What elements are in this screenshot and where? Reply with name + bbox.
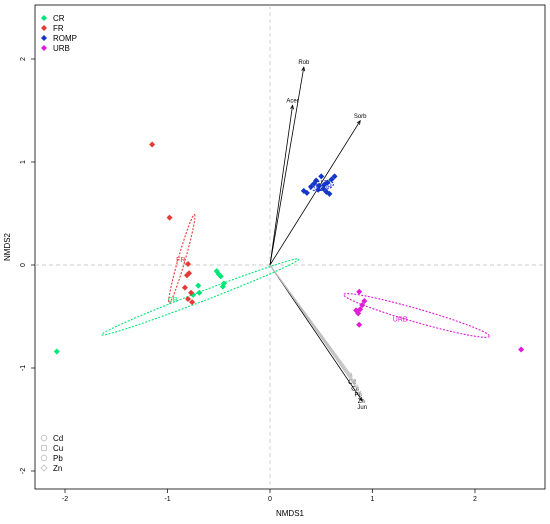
vector-jun — [269, 264, 363, 402]
legend-marker-pb — [40, 454, 48, 462]
point-romp — [331, 173, 338, 180]
point-urb — [359, 302, 366, 309]
legend-label-romp: ROMP — [53, 34, 77, 43]
point-cr — [195, 282, 202, 289]
legend-label-cu: Cu — [53, 444, 63, 453]
x-tick-label: 0 — [268, 496, 272, 503]
point-fr — [185, 295, 191, 302]
point-romp — [324, 179, 331, 186]
vector-label-cd: Cd — [348, 380, 356, 386]
x-tick-label: -1 — [164, 496, 170, 503]
legend-label-cd: Cd — [53, 434, 63, 443]
legend-label-pb: Pb — [53, 454, 63, 463]
point-romp — [328, 176, 335, 183]
point-urb — [518, 346, 525, 353]
point-romp — [311, 180, 318, 187]
point-urb — [361, 298, 368, 305]
x-axis-label: NMDS1 — [276, 509, 305, 518]
point-urb — [356, 321, 363, 328]
ellipse-urb — [343, 293, 491, 338]
y-tick-label: 1 — [20, 160, 27, 164]
legend-label-cr: CR — [53, 14, 65, 23]
data-points — [53, 141, 525, 355]
vector-label-cu: Cu — [351, 386, 359, 392]
y-axis-label: NMDS2 — [3, 232, 12, 261]
vector-arrowhead-rob — [301, 66, 306, 72]
y-tick-label: 0 — [20, 263, 27, 267]
vector-arrowhead-sorb — [356, 119, 361, 125]
vector-arrowhead-acer — [290, 104, 294, 110]
legend-marker-cd — [40, 434, 48, 442]
point-urb — [357, 306, 364, 313]
point-fr — [183, 272, 190, 279]
point-romp — [316, 182, 323, 189]
vector-label-rob: Rob — [298, 60, 310, 66]
ellipse-romp — [308, 180, 334, 192]
point-fr — [185, 260, 191, 267]
point-urb — [353, 307, 360, 314]
point-fr — [181, 284, 188, 291]
point-romp — [323, 188, 330, 195]
legend-marker-urb — [41, 45, 47, 51]
y-tick-label: -2 — [20, 468, 27, 474]
vector-label-acer: Acer — [286, 98, 298, 104]
legend-marker-cr — [41, 15, 47, 21]
ellipse-label-fr: FR — [176, 257, 185, 264]
y-tick-label: 2 — [20, 57, 27, 61]
point-fr — [166, 214, 173, 221]
plot-frame — [34, 4, 546, 490]
x-tick-label: 2 — [473, 496, 477, 503]
y-tick-label: -1 — [20, 365, 27, 371]
point-romp — [308, 183, 314, 190]
point-romp — [315, 186, 322, 193]
point-cr — [196, 289, 203, 296]
legend-marker-cu — [41, 445, 47, 451]
legend-marker-fr — [41, 25, 47, 31]
ellipse-cr — [101, 258, 300, 336]
vector-label-zn: Zn — [358, 399, 365, 405]
axis-ticks: -2 -1 0 1 2 -2 -1 0 1 2 — [20, 57, 477, 503]
point-cr — [219, 283, 226, 290]
vector-rob — [269, 67, 305, 266]
ellipse-label-urb: URB — [393, 317, 408, 324]
ellipse-label-romp: ROMP — [311, 184, 332, 191]
point-cr — [53, 348, 60, 355]
vector-arrowhead-zn — [357, 390, 362, 396]
vector-sorb — [269, 120, 361, 266]
vector-label-sorb: Sorb — [354, 114, 367, 120]
vector-label-jun: Jun — [357, 405, 367, 411]
legend-label-urb: URB — [53, 44, 70, 53]
legend-label-fr: FR — [53, 24, 64, 33]
point-fr — [188, 289, 195, 296]
vector-label-pb: Pb — [354, 393, 362, 399]
vector-zn — [269, 264, 362, 396]
ellipse-fr — [168, 213, 196, 304]
point-romp — [320, 185, 327, 192]
vector-acer — [269, 105, 293, 266]
x-tick-label: 1 — [371, 496, 375, 503]
point-romp — [303, 189, 310, 196]
x-tick-label: -2 — [62, 496, 68, 503]
reference-lines — [35, 5, 545, 489]
point-romp — [318, 173, 325, 180]
group-ellipses: CR FR ROMP URB — [101, 180, 491, 338]
vector-arrowhead-jun — [358, 396, 363, 402]
legend-label-zn: Zn — [53, 464, 62, 473]
point-cr — [217, 273, 224, 280]
ellipse-label-cr: CR — [168, 297, 178, 304]
legend-marker-zn — [40, 464, 48, 472]
legend-marker-romp — [41, 35, 47, 41]
point-urb — [356, 288, 363, 295]
point-fr — [149, 141, 156, 148]
point-fr — [189, 299, 196, 306]
